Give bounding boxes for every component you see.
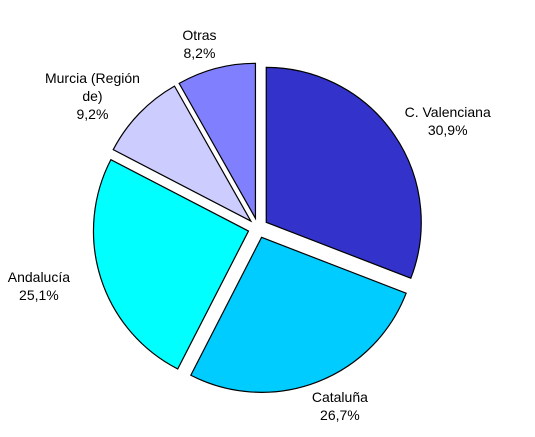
pie-slice xyxy=(178,62,257,221)
slice-value: 8,2% xyxy=(183,45,216,62)
slice-value: 26,7% xyxy=(320,406,360,423)
pie-slice xyxy=(112,85,253,223)
slice-value: 9,2% xyxy=(76,106,109,123)
slice-name: Murcia (Región de) xyxy=(44,70,140,105)
slice-label: Otras 8,2% xyxy=(151,26,247,62)
slice-label: Andalucía 25,1% xyxy=(0,268,87,304)
pie-slice xyxy=(190,236,407,393)
slice-value: 30,9% xyxy=(427,121,468,138)
pie-slice xyxy=(265,66,422,279)
slice-name: Cataluña xyxy=(311,388,368,405)
pie-slice xyxy=(92,158,250,370)
slice-name: Andalucía xyxy=(7,268,71,285)
slice-label: Cataluña 26,7% xyxy=(292,388,388,424)
slice-label: Murcia (Región de) 9,2% xyxy=(44,69,140,123)
slice-name: Otras xyxy=(182,27,217,44)
slice-label: C. Valenciana 30,9% xyxy=(400,103,496,139)
slice-value: 25,1% xyxy=(19,286,59,303)
slice-name: C. Valenciana xyxy=(404,103,491,120)
